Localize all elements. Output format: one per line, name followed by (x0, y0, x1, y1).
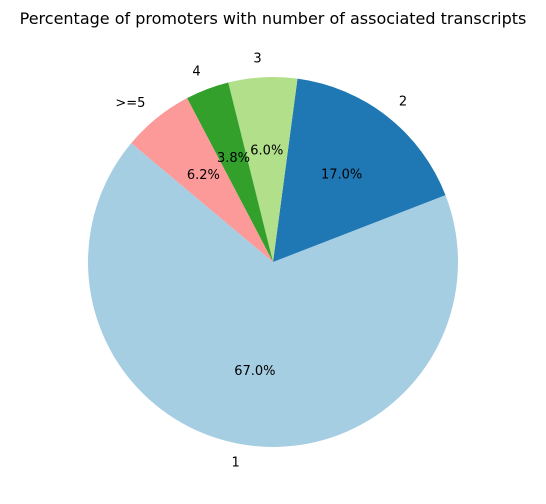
slice-label-2: 2 (399, 95, 407, 110)
pie-slices (87, 77, 458, 447)
slice-label-gte5: >=5 (115, 96, 145, 111)
pie-labels: 1 2 3 4 >=5 67.0% 17.0% 6.0%3.8% 6.2% (115, 51, 407, 470)
slice-percent-2: 17.0% (321, 167, 362, 182)
slice-label-3: 3 (253, 51, 261, 66)
pie-slice-1 (87, 143, 458, 447)
chart-title: Percentage of promoters with number of a… (20, 9, 527, 28)
slice-label-1: 1 (231, 455, 239, 470)
slice-label-4: 4 (192, 64, 200, 79)
pie-slice-gte5 (131, 98, 273, 262)
slice-percent-3: 6.0% (250, 144, 283, 159)
slice-percent-1: 67.0% (234, 364, 275, 379)
slice-percent-4: 3.8% (217, 151, 250, 166)
pie-slice-2 (273, 78, 446, 262)
pie-slice-3 (228, 77, 298, 262)
slice-percent-gte5: 6.2% (187, 168, 220, 183)
pie-slice-4 (187, 82, 273, 262)
